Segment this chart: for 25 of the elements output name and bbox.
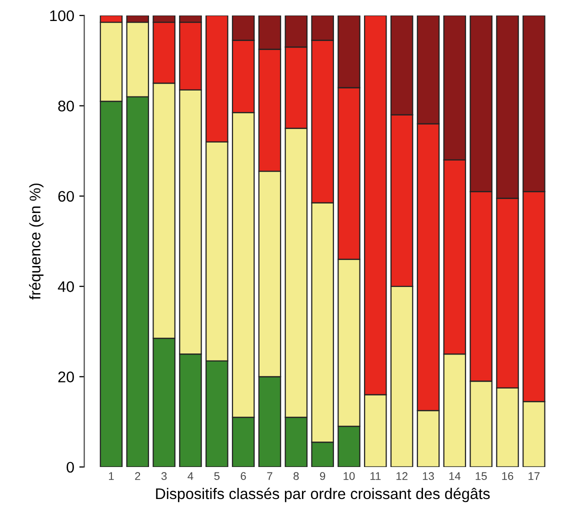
- x-tick-label: 4: [188, 472, 194, 480]
- y-tick-label: 60: [58, 190, 74, 202]
- y-axis-title: fréquence (en %): [29, 184, 44, 300]
- y-tick-label: 100: [50, 10, 74, 22]
- x-tick-label: 9: [320, 472, 326, 480]
- x-tick-label: 2: [135, 472, 140, 480]
- y-tick-label: 20: [58, 372, 74, 382]
- x-tick-label: 11: [370, 472, 381, 480]
- y-tick-label: 40: [58, 281, 74, 292]
- y-tick-label: 0: [66, 462, 74, 473]
- x-tick-label: 12: [396, 472, 408, 480]
- x-tick-label: 3: [161, 472, 167, 480]
- x-tick-label: 6: [240, 472, 246, 480]
- x-tick-label: 17: [528, 472, 540, 480]
- x-tick-label: 14: [449, 472, 461, 480]
- x-tick-label: 16: [502, 472, 514, 480]
- x-tick-label: 13: [422, 472, 434, 480]
- x-axis-title: Dispositifs classés par ordre croissant des dégâts: [156, 488, 490, 502]
- x-tick-label: 8: [294, 472, 299, 480]
- x-tick-label: 10: [344, 472, 355, 480]
- x-tick-label: 5: [214, 472, 220, 480]
- x-tick-label: 15: [476, 472, 487, 480]
- y-tick-label: 80: [58, 100, 74, 112]
- x-tick-label: 7: [267, 472, 272, 480]
- x-tick-label: 1: [108, 472, 114, 480]
